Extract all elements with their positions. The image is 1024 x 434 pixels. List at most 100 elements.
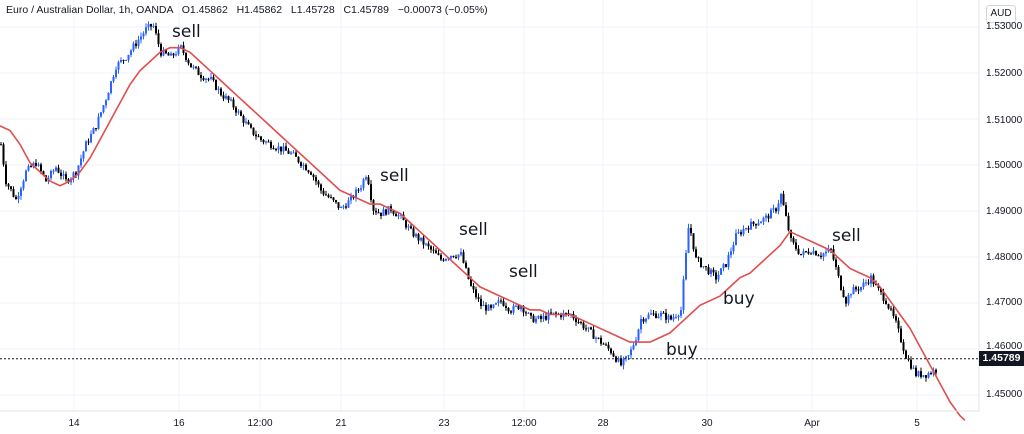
candle-body [725, 264, 727, 267]
candle-body [907, 358, 910, 360]
candle-body [875, 284, 877, 286]
candle-body [470, 278, 472, 286]
candle-body [25, 170, 27, 182]
open-value: O1.45862 [181, 4, 228, 16]
candle-body [485, 304, 487, 311]
candle-body [412, 228, 415, 237]
candle-body [532, 315, 535, 323]
candle-body [57, 167, 60, 173]
candle-body [350, 196, 352, 201]
sell-annotation: sell [509, 262, 538, 282]
y-tick-label: 1.45000 [986, 389, 1023, 400]
candle-body [410, 226, 412, 229]
sell-annotation: sell [832, 226, 861, 246]
candle-body [395, 213, 397, 217]
candle-body [487, 305, 490, 311]
currency-badge[interactable]: AUD [986, 5, 1016, 23]
candle-body [445, 258, 447, 261]
symbol-title: Euro / Australian Dollar, 1h, OANDA [6, 4, 173, 16]
candle-body [747, 228, 750, 230]
candle-body [595, 337, 597, 339]
candle-body [787, 215, 790, 231]
candle-body [772, 208, 775, 210]
candle-body [92, 128, 95, 134]
candle-body [347, 200, 350, 208]
candle-body [847, 294, 850, 304]
candle-body [490, 305, 492, 308]
candle-body [240, 111, 242, 116]
candle-body [155, 26, 157, 34]
candle-body [60, 172, 62, 176]
candle-body [860, 287, 862, 291]
candle-body [385, 209, 387, 215]
candle-body [270, 141, 272, 148]
candle-body [17, 195, 20, 200]
candle-body [307, 170, 310, 173]
y-tick-label: 1.48000 [986, 252, 1023, 263]
candle-body [782, 193, 785, 206]
chart-grid [0, 0, 979, 411]
candle-body [195, 66, 197, 68]
x-tick-label: 30 [701, 418, 713, 429]
candle-body [667, 315, 670, 320]
candle-body [432, 249, 435, 251]
y-tick-label: 1.53000 [986, 21, 1023, 32]
candle-body [542, 316, 545, 320]
candle-body [762, 217, 765, 222]
candle-body [40, 164, 42, 172]
candle-body [512, 305, 515, 313]
symbol-header: Euro / Australian Dollar, 1h, OANDA O1.4… [6, 4, 488, 16]
candle-body [602, 343, 605, 345]
x-tick-label: 14 [68, 418, 80, 429]
candle-body [895, 316, 897, 321]
candle-body [20, 188, 22, 196]
candle-body [342, 206, 345, 208]
candle-body [817, 255, 820, 257]
candle-body [637, 329, 640, 341]
candle-body [110, 81, 112, 93]
candle-body [42, 171, 45, 176]
candle-body [452, 255, 455, 258]
candle-body [505, 305, 507, 308]
candle-body [360, 188, 362, 190]
candle-body [707, 267, 710, 275]
candle-body [77, 165, 80, 176]
candle-body [685, 253, 687, 280]
candle-body [205, 78, 207, 80]
candle-body [600, 337, 602, 344]
x-tick-label: Apr [804, 418, 820, 429]
candle-body [617, 358, 620, 362]
candle-body [310, 172, 312, 175]
x-tick-label: 21 [335, 418, 347, 429]
candle-body [825, 251, 827, 254]
candle-body [912, 367, 915, 369]
candle-body [472, 285, 475, 290]
candle-body [107, 92, 110, 101]
y-tick-label: 1.50000 [986, 160, 1023, 171]
candle-body [830, 248, 832, 250]
candle-body [80, 158, 82, 166]
candle-body [587, 327, 590, 329]
candle-body [125, 59, 127, 61]
candle-body [357, 189, 360, 191]
candle-body [430, 246, 432, 250]
candle-body [712, 269, 715, 273]
candle-body [457, 254, 460, 258]
candle-body [72, 172, 75, 179]
candle-body [345, 206, 347, 208]
candle-body [897, 320, 900, 329]
candle-body [372, 200, 375, 211]
candle-body [362, 179, 365, 189]
candle-body [507, 307, 510, 312]
candle-body [842, 290, 845, 298]
candle-body [5, 164, 7, 185]
candle-body [67, 179, 70, 183]
candle-body [752, 221, 755, 224]
candle-body [835, 259, 837, 268]
candle-body [335, 200, 337, 203]
candle-body [790, 230, 792, 238]
y-tick-label: 1.52000 [986, 68, 1023, 79]
x-tick-label: 5 [914, 418, 920, 429]
candle-body [655, 313, 657, 318]
